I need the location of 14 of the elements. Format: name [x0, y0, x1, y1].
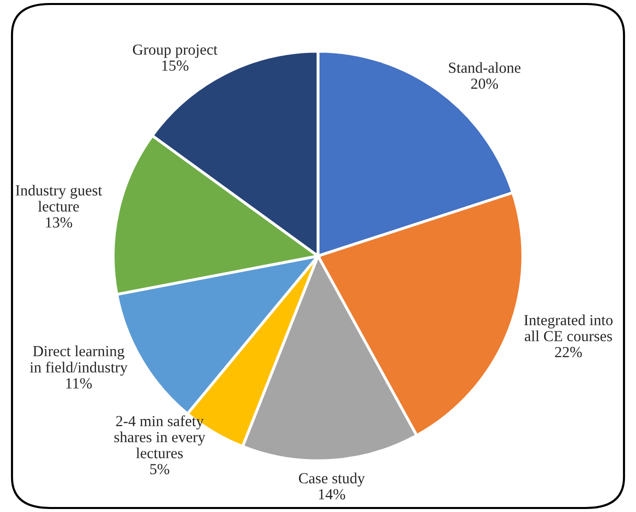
- slice-label: 2-4 min safety shares in every lectures: [114, 415, 206, 458]
- slice-label: Integrated into all CE courses: [524, 314, 613, 342]
- data-label: 20%: [471, 78, 498, 89]
- slice-label: Industry guest lecture: [16, 184, 102, 212]
- data-label: 11%: [66, 378, 92, 389]
- data-label: 5%: [150, 464, 170, 474]
- data-label: 13%: [46, 217, 72, 228]
- slice-label: Case study: [298, 472, 365, 487]
- data-label: 15%: [162, 60, 188, 71]
- data-label: 22%: [555, 346, 582, 358]
- slice-label: Direct learning in field/industry: [30, 346, 128, 376]
- data-label: 14%: [318, 489, 346, 500]
- slice-label: Stand-alone: [449, 62, 520, 73]
- slice-label: Group project: [132, 44, 218, 58]
